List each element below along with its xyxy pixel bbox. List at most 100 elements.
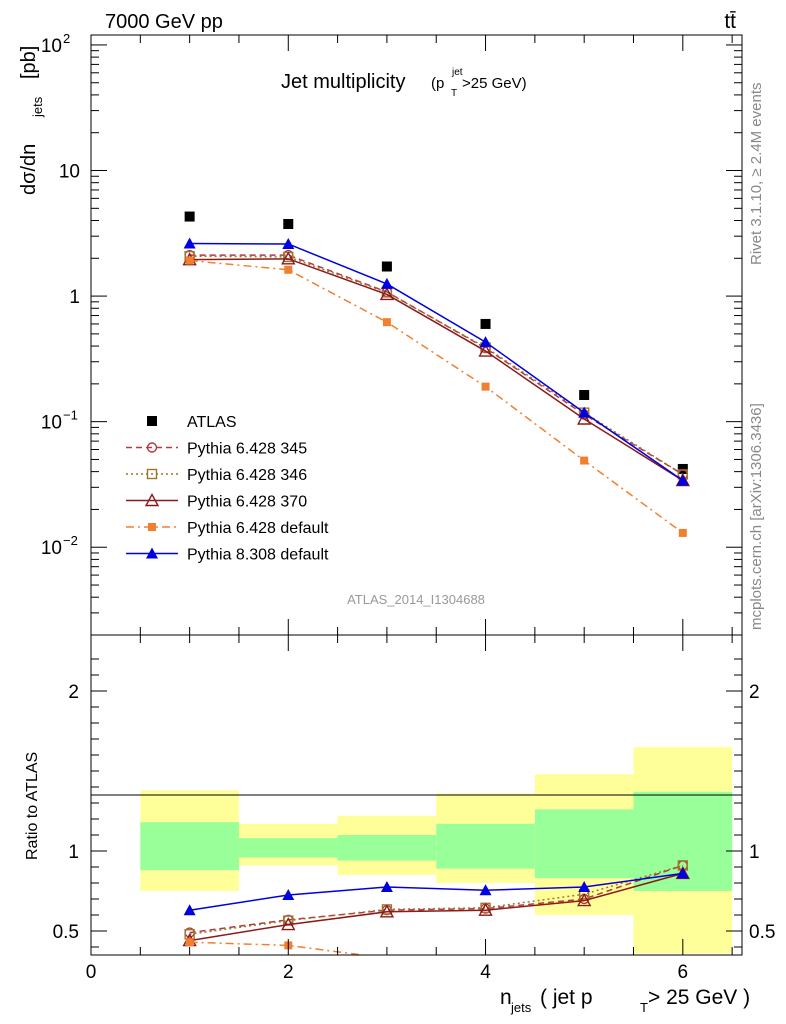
main-data-point [580,456,589,465]
svg-text:dσ/dn: dσ/dn [18,144,40,195]
ratio-stat-band [436,823,535,869]
chart-title-sub: T [451,88,457,99]
main-y-tick-label: 10 [41,538,62,559]
ratio-y-tick-label: 2 [68,682,79,703]
legend-label: Pythia 6.428 346 [187,467,307,484]
ratio-data-point [379,904,395,918]
ratio-stat-band [140,822,239,871]
main-series-line [189,242,684,482]
energy-label: 7000 GeV pp [105,11,223,33]
legend-entry: Pythia 6.428 345 [126,441,307,458]
legend-marker [146,442,158,453]
main-y-tick-label-exp: −2 [63,533,78,548]
ratio-data-point [185,938,194,947]
legend-entry: Pythia 6.428 346 [126,467,307,484]
ratio-data-point [478,902,493,916]
ratio-series [183,867,689,916]
x-tick-label: 6 [678,962,689,983]
main-data-point [678,528,687,537]
main-data-point [284,265,293,274]
ratio-y-axis: 0.5 0.5 1 1 2 2 [53,658,775,948]
legend-marker [147,416,157,426]
main-data-point [283,219,294,230]
svg-text:jets: jets [510,1000,532,1015]
main-data-point [677,463,688,474]
svg-text:jets: jets [30,96,45,118]
ratio-data-point [676,867,689,879]
main-x-axis [90,35,733,635]
ratio-data-point [578,881,591,892]
legend-marker [144,493,160,507]
ratio-data-point [479,884,492,896]
chart-title-main: Jet multiplicity [281,71,405,93]
ratio-data-point [380,881,393,892]
main-y-tick-label-exp: −1 [63,408,78,423]
ratio-series-line [189,864,684,934]
main-data-point [185,256,194,265]
legend: ATLAS Pythia 6.428 345 Pythia 6.428 346 Pyt… [126,414,329,564]
ratio-series-line [189,872,684,942]
ratio-series-line [189,941,369,955]
main-plot-area [182,211,690,537]
chart-title-rest: >25 GeV) [462,75,527,92]
x-tick-label: 4 [480,962,491,983]
main-y-tick-label-exp: 2 [63,31,70,46]
ratio-y-tick-label-right: 1 [749,842,760,863]
svg-text:T: T [640,1000,648,1015]
ratio-y-label: Ratio to ATLAS [24,752,41,860]
main-data-point [479,336,492,348]
legend-marker [146,547,158,559]
ratio-stat-band [534,809,634,879]
main-data-point [382,318,391,327]
main-data-point [577,411,592,425]
main-data-point [282,237,295,249]
chart-title-cut: (p [431,75,444,92]
ratio-panel: 0.5 0.5 1 1 2 2 0 2 4 6 Ratio to ATLAS n jets ( … [24,634,775,1015]
ratio-data-point [577,893,592,907]
main-data-point [481,382,490,391]
ratio-stat-band [337,835,437,861]
main-y-tick-label: 10 [41,36,62,57]
main-data-point [184,211,195,222]
legend-marker [146,468,158,480]
main-data-point [480,318,491,329]
main-series [184,211,688,474]
legend-label: Pythia 6.428 370 [187,494,307,511]
ratio-y-tick-label-right: 2 [749,682,760,703]
legend-label: Pythia 8.308 default [187,547,329,564]
ratio-data-point [281,917,296,931]
ratio-y-tick-label: 0.5 [53,922,79,943]
main-data-point [578,406,591,418]
main-y-label: dσ/dn jets [pb] [18,46,45,195]
legend-entry: Pythia 8.308 default [126,547,329,564]
main-data-point [579,390,590,401]
ratio-stat-band [238,838,338,858]
legend-marker [148,523,156,531]
analysis-tag: ATLAS_2014_I1304688 [347,592,485,607]
legend-label: Pythia 6.428 default [187,520,329,537]
ratio-uncertainty-bands [140,747,733,954]
legend-label: ATLAS [187,414,237,431]
main-data-point [381,261,392,272]
main-data-point [379,287,395,301]
legend-entry: ATLAS [147,414,237,431]
process-label: tt̄ [724,10,736,33]
svg-text:[pb]: [pb] [18,46,40,79]
chart-title: Jet multiplicity [281,71,405,93]
main-y-tick-label: 1 [69,287,80,308]
svg-text:n: n [500,986,512,1009]
main-y-axis [91,44,742,636]
ratio-data-point [183,904,196,916]
chart-title-sup: jet [451,67,463,78]
x-tick-label: 0 [86,962,97,983]
ratio-frame [90,634,743,956]
svg-text:> 25 GeV ): > 25 GeV ) [648,986,750,1009]
legend-entry: Pythia 6.428 default [126,520,329,537]
main-data-point [380,277,393,289]
main-series [185,256,687,537]
ratio-y-tick-label-right: 0.5 [749,922,775,943]
main-series-line [189,258,684,482]
x-axis-label: n jets ( jet p T > 25 GeV ) [500,986,750,1015]
